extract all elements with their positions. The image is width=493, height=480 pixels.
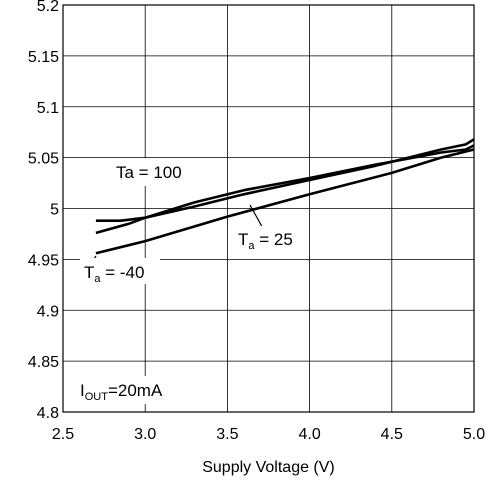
iout-label-sub: OUT bbox=[85, 391, 109, 403]
x-tick-label: 4.0 bbox=[298, 426, 320, 443]
x-tick-label: 2.5 bbox=[52, 426, 74, 443]
x-tick-label: 3.5 bbox=[216, 426, 238, 443]
y-tick-label: 5.1 bbox=[37, 100, 59, 117]
y-tick-labels: 5.2 5.15 5.1 5.05 5 4.95 4.9 4.85 4.8 bbox=[28, 0, 59, 422]
iout-label-rest: =20mA bbox=[108, 381, 163, 400]
y-tick-label: 5.05 bbox=[28, 151, 59, 168]
ta40-label-rest: = -40 bbox=[101, 263, 145, 282]
ta25-label-t: T bbox=[238, 230, 248, 249]
x-tick-label: 4.5 bbox=[381, 426, 403, 443]
ta40-label-t: T bbox=[84, 263, 94, 282]
ta25-label: Ta = 25 bbox=[238, 230, 293, 252]
y-tick-label: 5.15 bbox=[28, 49, 59, 66]
x-tick-label: 3.0 bbox=[134, 426, 156, 443]
y-tick-label: 4.85 bbox=[28, 354, 59, 371]
x-axis-title: Supply Voltage (V) bbox=[202, 459, 335, 476]
x-tick-label: 5.0 bbox=[463, 426, 485, 443]
x-tick-labels: 2.5 3.0 3.5 4.0 4.5 5.0 bbox=[52, 426, 485, 443]
y-tick-label: 4.9 bbox=[37, 303, 59, 320]
y-tick-label: 5.2 bbox=[37, 0, 59, 15]
ta40-label: Ta = -40 bbox=[84, 263, 144, 285]
ta25-label-rest: = 25 bbox=[255, 230, 293, 249]
grid bbox=[63, 5, 474, 412]
y-tick-label: 5 bbox=[50, 202, 59, 219]
y-tick-label: 4.8 bbox=[37, 405, 59, 422]
y-tick-label: 4.95 bbox=[28, 252, 59, 269]
ta100-label: Ta = 100 bbox=[116, 163, 182, 182]
